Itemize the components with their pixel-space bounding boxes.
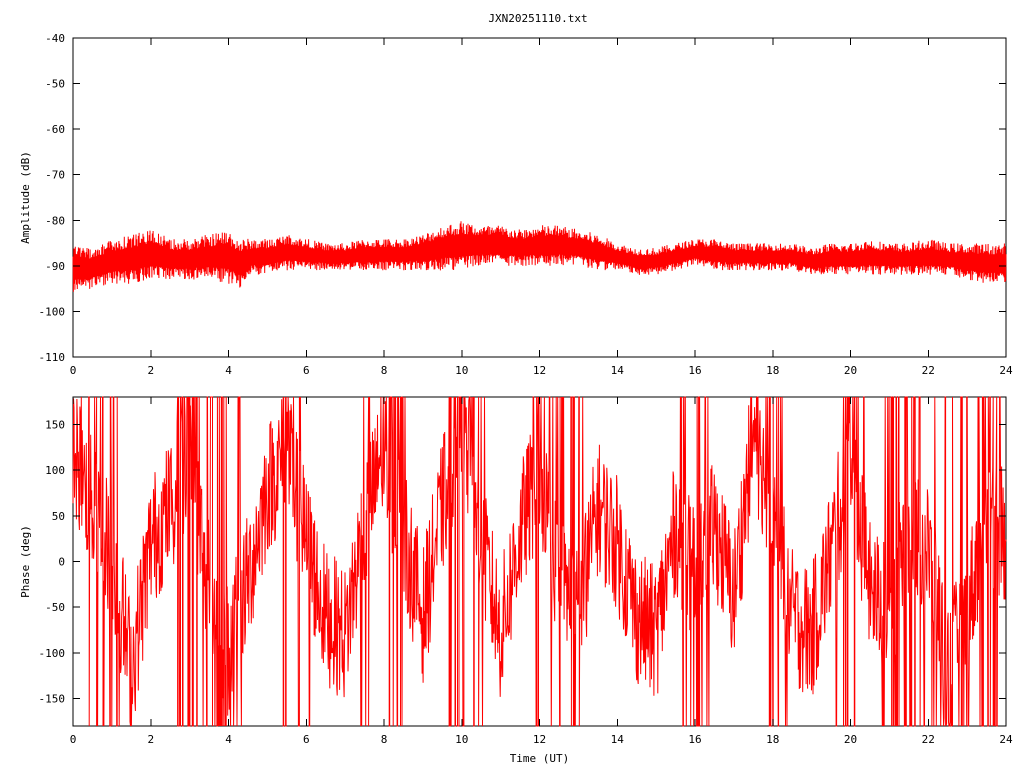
- amplitude-y-tick-label: -50: [45, 78, 65, 91]
- amplitude-y-tick-label: -70: [45, 169, 65, 182]
- amplitude-x-tick-label: 12: [533, 364, 546, 377]
- phase-x-tick-label: 16: [688, 733, 701, 746]
- phase-y-tick-label: 50: [52, 510, 65, 523]
- amplitude-x-tick-label: 8: [381, 364, 388, 377]
- amplitude-x-tick-label: 20: [844, 364, 857, 377]
- phase-x-tick-label: 20: [844, 733, 857, 746]
- amplitude-x-tick-label: 18: [766, 364, 779, 377]
- phase-series-line: [72, 396, 1007, 727]
- phase-x-tick-label: 24: [999, 733, 1013, 746]
- phase-y-tick-label: -100: [39, 647, 66, 660]
- phase-y-tick-label: 100: [45, 464, 65, 477]
- amplitude-y-tick-label: -80: [45, 214, 65, 227]
- phase-y-tick-label: -150: [39, 693, 66, 706]
- phase-x-tick-label: 18: [766, 733, 779, 746]
- chart-title: JXN20251110.txt: [488, 12, 587, 25]
- phase-x-tick-label: 0: [70, 733, 77, 746]
- amplitude-series-line: [72, 221, 1007, 292]
- amplitude-y-tick-label: -40: [45, 32, 65, 45]
- phase-x-tick-label: 22: [922, 733, 935, 746]
- phase-y-axis-label: Phase (deg): [19, 525, 32, 598]
- amplitude-y-tick-label: -90: [45, 260, 65, 273]
- amplitude-plot-frame: [72, 37, 1007, 358]
- phase-x-tick-label: 10: [455, 733, 468, 746]
- phase-y-tick-label: 0: [58, 556, 65, 569]
- phase-x-tick-label: 6: [303, 733, 310, 746]
- amplitude-y-tick-label: -100: [39, 305, 66, 318]
- phase-x-axis-label: Time (UT): [510, 752, 570, 765]
- amplitude-x-tick-label: 10: [455, 364, 468, 377]
- amplitude-x-tick-label: 14: [611, 364, 625, 377]
- amplitude-y-tick-label: -60: [45, 123, 65, 136]
- amplitude-x-tick-label: 24: [999, 364, 1013, 377]
- amplitude-x-tick-label: 6: [303, 364, 310, 377]
- amplitude-y-tick-label: -110: [39, 351, 66, 364]
- phase-y-tick-label: -50: [45, 601, 65, 614]
- phase-x-tick-label: 4: [225, 733, 232, 746]
- phase-x-tick-label: 8: [381, 733, 388, 746]
- amplitude-x-tick-label: 22: [922, 364, 935, 377]
- amplitude-x-tick-label: 16: [688, 364, 701, 377]
- phase-y-tick-label: 150: [45, 418, 65, 431]
- phase-x-tick-label: 14: [611, 733, 625, 746]
- amplitude-x-tick-label: 0: [70, 364, 77, 377]
- phase-x-tick-label: 12: [533, 733, 546, 746]
- amplitude-x-tick-label: 4: [225, 364, 232, 377]
- amplitude-x-tick-label: 2: [147, 364, 154, 377]
- amplitude-y-axis-label: Amplitude (dB): [19, 151, 32, 244]
- phase-x-tick-label: 2: [147, 733, 154, 746]
